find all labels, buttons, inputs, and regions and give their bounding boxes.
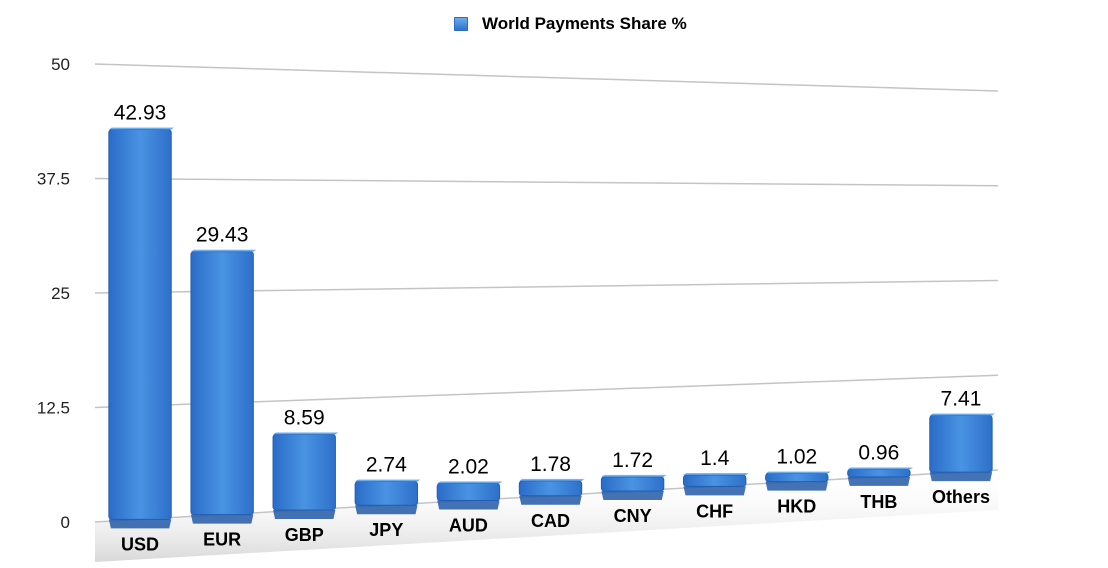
bar-base: [929, 472, 993, 482]
bars: 42.93 USD 29.43 EUR 8.59 GBP 2.74 JPY 2.02 AUD 1.7…: [108, 101, 996, 554]
bar-usd: 42.93 USD: [108, 101, 175, 554]
value-label: 0.96: [858, 441, 899, 464]
value-label: 8.59: [284, 406, 325, 429]
bar-top: [273, 432, 339, 435]
bar-front: [108, 129, 172, 520]
bar-chf: 1.4 CHF: [682, 446, 749, 521]
bar-base: [355, 505, 418, 515]
bar-top: [108, 127, 175, 130]
bar-front: [600, 476, 665, 492]
bar-top: [929, 413, 996, 416]
y-tick-label: 50: [51, 55, 70, 74]
bar-top: [765, 471, 831, 474]
y-tick-label: 12.5: [37, 399, 70, 418]
value-label: 2.74: [366, 454, 407, 477]
value-label: 1.78: [530, 453, 571, 476]
value-label: 1.4: [700, 447, 730, 470]
bar-base: [273, 509, 336, 519]
bar-front: [682, 474, 747, 487]
gridline: [94, 63, 999, 92]
bar-base: [519, 495, 582, 505]
bar-base: [601, 491, 664, 501]
value-label: 29.43: [196, 224, 249, 247]
bar-front: [847, 468, 911, 478]
gridline: [94, 177, 999, 187]
legend-swatch: [454, 17, 468, 31]
x-tick-label: EUR: [203, 530, 241, 550]
bar-top: [355, 479, 421, 482]
bar-top: [847, 467, 914, 470]
bar-base: [190, 514, 254, 524]
value-label: 1.72: [612, 449, 653, 472]
legend-label: World Payments Share %: [482, 14, 687, 33]
x-tick-label: Others: [932, 487, 990, 507]
bar-eur: 29.43 EUR: [190, 223, 257, 550]
bar-front: [272, 433, 336, 511]
bar-thb: 0.96 THB: [847, 441, 914, 512]
bar-front: [190, 251, 254, 516]
bar-front: [929, 414, 993, 473]
y-tick-label: 37.5: [37, 170, 70, 189]
bar-base: [108, 519, 172, 529]
bar-top: [519, 478, 585, 481]
y-tick-label: 25: [51, 284, 70, 303]
bar-hkd: 1.02 HKD: [765, 445, 831, 517]
bar-front: [765, 472, 829, 483]
y-axis: 50 37.5 25 12.5 0: [37, 55, 70, 532]
x-tick-label: CNY: [614, 506, 652, 526]
floor-shadow: [95, 470, 998, 562]
value-label: 42.93: [114, 102, 167, 125]
x-tick-label: GBP: [285, 525, 324, 545]
chart-legend: World Payments Share %: [454, 14, 687, 34]
bar-base: [437, 500, 500, 510]
bar-cny: 1.72 CNY: [600, 448, 667, 526]
bar-front: [518, 480, 583, 497]
bar-cad: 1.78 CAD: [518, 452, 585, 531]
bar-base: [683, 486, 746, 496]
bar-base: [847, 476, 911, 486]
bar-top: [190, 249, 257, 252]
bar-top: [601, 474, 667, 477]
value-label: 1.02: [776, 445, 817, 468]
x-tick-label: JPY: [369, 520, 403, 540]
bar-aud: 2.02 AUD: [436, 455, 503, 535]
bar-gbp: 8.59 GBP: [272, 406, 339, 545]
x-tick-label: CHF: [696, 501, 733, 521]
bar-jpy: 2.74 JPY: [354, 453, 421, 540]
value-label: 2.02: [448, 455, 489, 478]
bar-base: [765, 481, 828, 491]
x-tick-label: THB: [860, 492, 897, 512]
bar-others: 7.41 Others: [929, 387, 996, 507]
bar-front: [436, 482, 501, 501]
y-tick-label: 0: [61, 513, 70, 532]
x-tick-label: HKD: [777, 497, 816, 517]
x-tick-label: USD: [121, 534, 159, 554]
bar-front: [354, 481, 419, 506]
bar-top: [437, 481, 503, 484]
bar-top: [683, 473, 749, 476]
value-label: 7.41: [941, 387, 982, 410]
x-tick-label: CAD: [531, 511, 570, 531]
x-tick-label: AUD: [449, 515, 488, 535]
